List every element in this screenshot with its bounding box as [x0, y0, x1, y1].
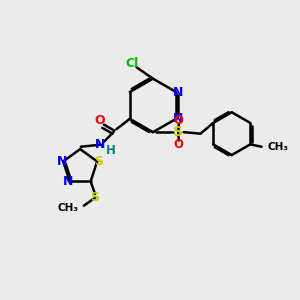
Text: Cl: Cl — [125, 57, 139, 70]
Text: CH₃: CH₃ — [58, 203, 79, 213]
Text: S: S — [173, 125, 183, 139]
Text: N: N — [56, 155, 67, 168]
Text: N: N — [63, 175, 74, 188]
Text: O: O — [174, 114, 184, 127]
Text: H: H — [106, 144, 116, 157]
Text: S: S — [91, 191, 100, 204]
Text: N: N — [172, 112, 183, 125]
Text: O: O — [174, 138, 184, 151]
Text: S: S — [94, 155, 103, 168]
Text: O: O — [94, 114, 105, 128]
Text: N: N — [95, 138, 106, 151]
Text: N: N — [172, 85, 183, 98]
Text: CH₃: CH₃ — [267, 142, 288, 152]
